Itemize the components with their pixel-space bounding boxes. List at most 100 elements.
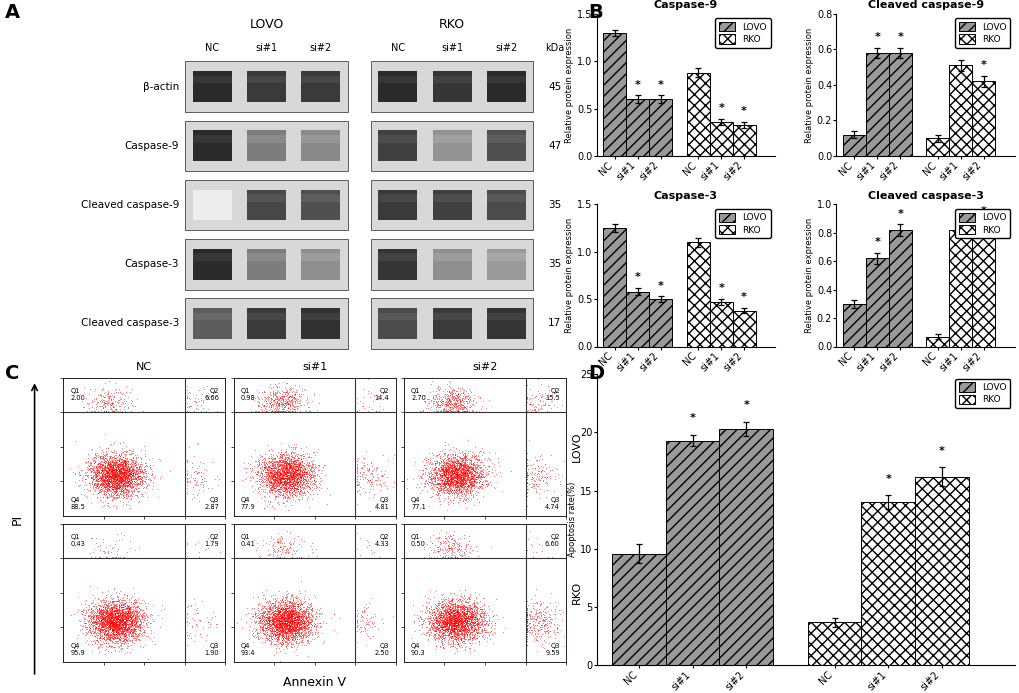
Point [375,450,391,461]
Point [459,472,475,483]
Point [303,604,319,615]
Point [454,477,471,488]
Point [275,486,291,497]
Point [439,594,455,605]
Point [281,606,298,617]
Point [462,642,478,653]
Point [265,482,281,493]
Point [245,592,261,603]
Point [438,474,454,485]
Point [118,484,135,495]
Point [107,466,123,477]
Point [136,481,152,492]
Point [444,608,461,619]
Point [98,482,114,493]
Point [442,626,459,638]
Point [113,486,129,497]
Point [144,468,160,479]
Point [99,480,115,491]
Point [519,616,535,627]
Point [274,466,290,477]
Point [420,618,436,629]
Point [103,475,119,486]
Point [272,613,288,624]
Point [285,612,302,623]
Point [279,453,296,464]
Point [261,594,277,605]
Point [407,456,423,467]
Point [444,452,461,463]
Point [287,464,304,475]
Point [313,465,329,476]
Point [279,468,296,479]
Point [437,462,453,473]
Point [271,498,287,509]
Point [425,455,441,466]
Point [457,462,473,473]
Point [435,621,451,632]
Point [107,385,123,396]
Point [90,622,106,633]
Point [290,613,307,624]
Point [110,483,126,494]
Point [100,624,116,635]
Point [268,468,284,479]
Point [245,464,261,475]
Point [294,452,311,463]
Point [283,621,300,632]
Point [114,609,130,620]
Point [282,452,299,463]
Point [448,473,465,484]
Point [437,624,453,635]
Point [468,633,484,644]
Point [447,484,464,495]
Point [102,471,118,482]
Point [103,620,119,631]
Point [284,639,301,650]
Point [450,613,467,624]
Point [128,613,145,624]
Point [444,466,461,477]
Point [428,465,444,476]
Point [291,471,308,482]
Point [129,605,146,616]
Point [297,489,313,500]
Point [446,630,463,641]
Point [271,631,287,642]
Point [116,468,132,479]
Point [107,463,123,474]
Point [103,602,119,613]
Point [82,621,98,632]
Point [442,594,459,605]
Point [468,397,484,408]
Point [455,600,472,611]
Point [286,466,303,477]
Point [466,617,482,629]
Point [286,466,303,477]
Point [280,461,297,472]
Point [455,467,472,478]
Point [466,631,482,642]
Point [435,470,451,481]
Point [280,623,297,634]
Point [109,473,125,484]
Point [287,482,304,493]
Point [117,620,133,631]
Point [284,606,301,617]
Point [261,462,277,473]
Point [191,466,207,477]
Point [455,452,472,463]
Point [130,462,147,473]
Point [115,635,131,647]
Point [285,468,302,480]
Bar [865,53,888,156]
Point [414,467,430,478]
Point [443,625,460,636]
Point [237,472,254,483]
Point [291,449,308,460]
Point [124,608,141,619]
Point [290,487,307,498]
Point [107,483,123,494]
Point [123,472,140,483]
Point [286,393,303,404]
